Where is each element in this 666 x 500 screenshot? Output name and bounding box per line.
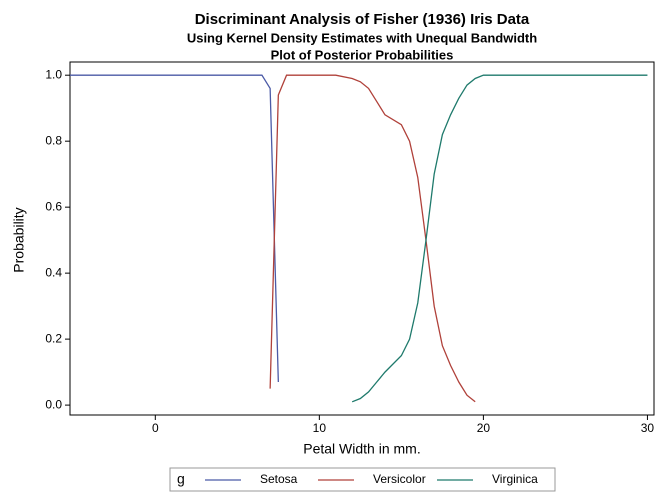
x-tick-label: 20 [477,421,491,435]
series-line [70,74,279,383]
series-line [269,74,476,403]
legend-frame [169,467,556,492]
legend-title: g [177,471,185,487]
legend-label: Setosa [260,472,298,486]
chart-subtitle: Using Kernel Density Estimates with Uneq… [187,30,537,45]
chart-subtitle: Plot of Posterior Probabilities [271,47,454,62]
legend-label: Versicolor [373,472,426,486]
plot-frame [69,61,655,416]
x-tick-label: 10 [313,421,327,435]
y-tick-label: 0.4 [45,265,62,279]
chart-title: Discriminant Analysis of Fisher (1936) I… [195,11,530,28]
legend-label: Virginica [492,472,538,486]
y-tick-label: 0.6 [45,199,62,213]
y-axis-label: Probability [11,207,27,272]
y-tick-label: 1.0 [45,67,62,81]
series-line [351,74,648,403]
x-tick-label: 30 [641,421,655,435]
y-tick-label: 0.8 [45,133,62,147]
x-tick-label: 0 [152,421,159,435]
y-tick-label: 0.2 [45,331,62,345]
y-tick-label: 0.0 [45,397,62,411]
x-axis-label: Petal Width in mm. [303,441,420,457]
